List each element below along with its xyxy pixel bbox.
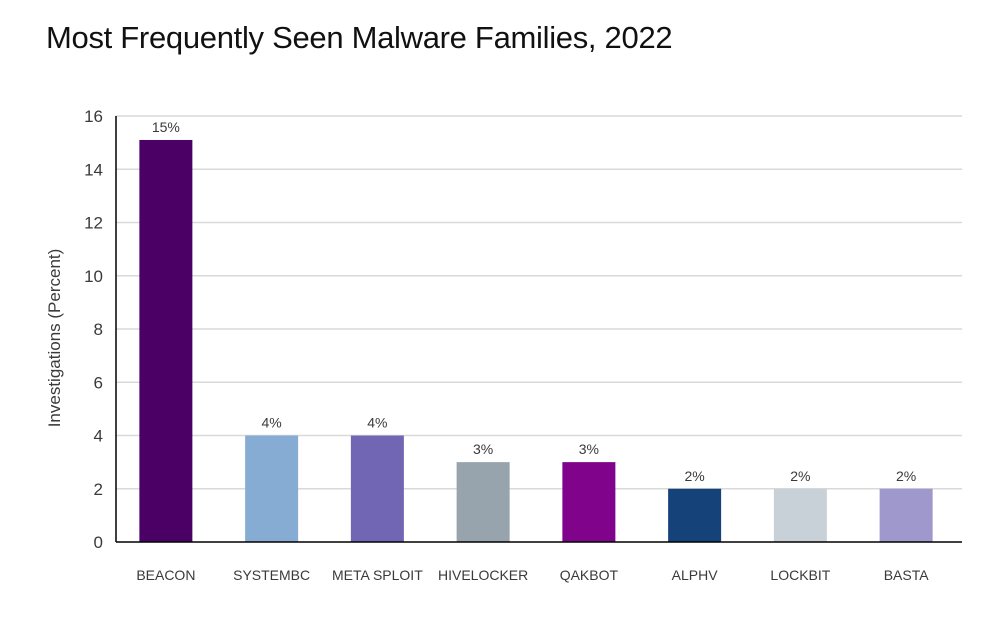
data-label: 4%	[262, 415, 282, 431]
y-tick-label: 8	[94, 320, 103, 339]
y-tick-label: 10	[84, 267, 103, 286]
x-category-label: LOCKBIT	[770, 567, 830, 583]
data-label: 4%	[367, 415, 387, 431]
y-tick-label: 0	[94, 533, 103, 552]
bar-hivelocker	[456, 462, 510, 542]
x-category-label: HIVELOCKER	[438, 567, 528, 583]
bar-alphv	[668, 488, 722, 542]
data-label: 3%	[579, 441, 599, 457]
y-tick-label: 4	[94, 427, 103, 446]
data-label: 2%	[896, 468, 916, 484]
gridlines	[116, 115, 962, 490]
bar-lockbit	[773, 488, 827, 542]
x-category-label: SYSTEMBC	[233, 567, 310, 583]
y-tick-label: 16	[84, 107, 103, 126]
x-category-label: META SPLOIT	[332, 567, 423, 583]
x-category-label: BEACON	[136, 567, 195, 583]
data-label: 3%	[473, 441, 493, 457]
y-axis-ticks: 0 2 4 6 8 10 12 14 16	[84, 107, 103, 552]
chart-title: Most Frequently Seen Malware Families, 2…	[46, 20, 673, 55]
y-axis-label: Investigations (Percent)	[45, 249, 64, 428]
y-tick-label: 2	[94, 480, 103, 499]
bar-meta-sploit	[350, 435, 404, 542]
x-category-label: QAKBOT	[560, 567, 619, 583]
y-tick-label: 14	[84, 160, 103, 179]
y-tick-label: 6	[94, 373, 103, 392]
bar-systembc	[245, 435, 299, 542]
x-category-label: BASTA	[884, 567, 930, 583]
bars	[139, 139, 933, 542]
data-label: 2%	[790, 468, 810, 484]
data-labels: 15% 4% 4% 3% 3% 2% 2% 2%	[152, 119, 916, 484]
x-axis-categories: BEACON SYSTEMBC META SPLOIT HIVELOCKER QAKBO…	[136, 567, 929, 583]
y-tick-label: 12	[84, 214, 103, 233]
data-label: 15%	[152, 119, 180, 135]
data-label: 2%	[685, 468, 705, 484]
bar-beacon	[139, 139, 193, 542]
bar-qakbot	[562, 462, 616, 542]
x-category-label: ALPHV	[672, 567, 719, 583]
bar-basta	[879, 488, 933, 542]
